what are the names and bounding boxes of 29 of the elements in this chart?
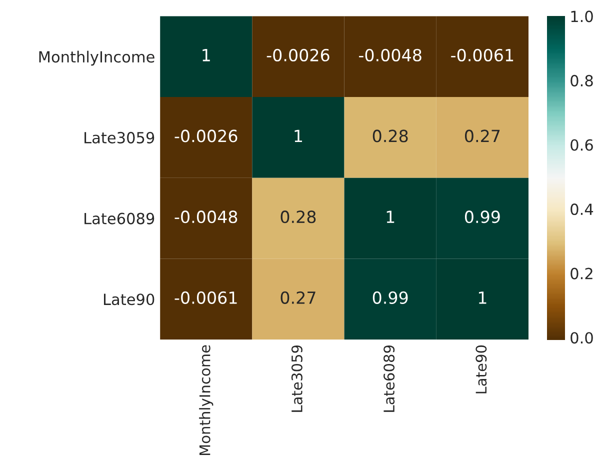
y-tick-label: Late3059 bbox=[84, 132, 154, 144]
data-label: 0.28 bbox=[372, 130, 408, 142]
data-label: 0.27 bbox=[464, 130, 500, 142]
data-label: 1 bbox=[478, 292, 486, 304]
data-label: 0.99 bbox=[464, 210, 500, 224]
color-bar-label: 1.0 bbox=[571, 10, 593, 22]
data-label: -0.0048 bbox=[174, 210, 238, 224]
data-label: 0.27 bbox=[280, 291, 316, 304]
color-bar-label: 0.0 bbox=[570, 332, 593, 344]
y-tick-label: MonthlyIncome bbox=[39, 50, 154, 66]
y-tick-label: Late90 bbox=[104, 294, 154, 306]
data-label: 0.28 bbox=[280, 210, 316, 224]
data-label: -0.0061 bbox=[451, 48, 514, 62]
data-label: 1 bbox=[294, 130, 302, 142]
data-label: -0.0061 bbox=[174, 291, 237, 304]
data-label: 1 bbox=[386, 210, 394, 223]
data-label: -0.0026 bbox=[266, 48, 330, 62]
x-tick-label: Late90 bbox=[476, 345, 487, 394]
color-bar-label: 0.8 bbox=[570, 74, 593, 86]
data-label: -0.0048 bbox=[358, 48, 422, 62]
data-label: -0.0026 bbox=[174, 130, 238, 142]
color-bar-label: 0.4 bbox=[570, 204, 594, 216]
x-tick-label: Late3059 bbox=[291, 345, 302, 412]
data-label: 1 bbox=[202, 49, 210, 62]
color-bar-label: 0.6 bbox=[570, 139, 593, 151]
y-tick-label: Late6089 bbox=[84, 212, 154, 224]
color-bar-label: 0.2 bbox=[570, 268, 592, 280]
data-label: 0.99 bbox=[372, 291, 408, 304]
x-tick-label: Late6089 bbox=[384, 345, 395, 412]
